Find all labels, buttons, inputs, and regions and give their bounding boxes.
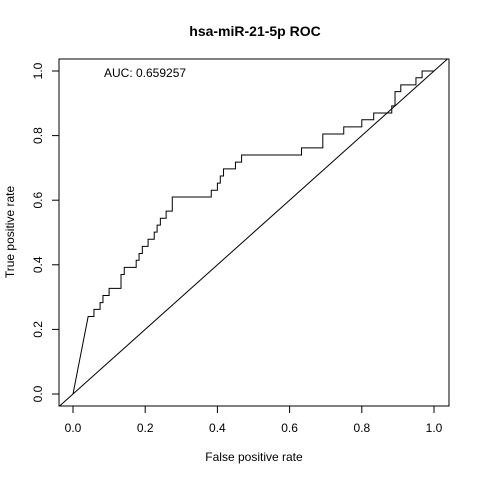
x-axis-label: False positive rate (205, 450, 303, 464)
y-axis: 0.0 0.2 0.4 0.6 0.8 1.0 (31, 62, 60, 402)
chart-title: hsa-miR-21-5p ROC (189, 23, 320, 39)
x-tick-label: 0.6 (281, 421, 298, 435)
x-axis: 0.0 0.2 0.4 0.6 0.8 1.0 (65, 405, 443, 435)
y-tick-label: 0.6 (31, 192, 45, 209)
x-tick-label: 0.4 (209, 421, 226, 435)
y-tick-label: 1.0 (31, 62, 45, 79)
y-tick-label: 0.0 (31, 385, 45, 402)
x-tick-label: 0.0 (65, 421, 82, 435)
roc-curve-line (72, 70, 434, 395)
auc-annotation: AUC: 0.659257 (104, 66, 186, 80)
x-tick-label: 0.2 (137, 421, 154, 435)
x-tick-label: 0.8 (353, 421, 370, 435)
y-tick-label: 0.2 (31, 321, 45, 338)
reference-diagonal-line (59, 58, 448, 407)
y-tick-label: 0.4 (31, 256, 45, 273)
y-axis-label: True positive rate (3, 186, 17, 279)
x-tick-label: 1.0 (426, 421, 443, 435)
y-tick-label: 0.8 (31, 127, 45, 144)
